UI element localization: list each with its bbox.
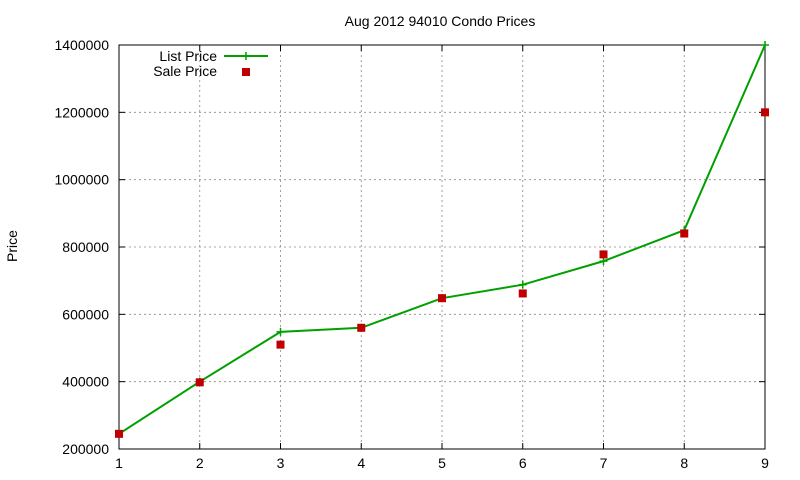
series-sale-price bbox=[115, 108, 769, 438]
sale-price-point bbox=[599, 250, 608, 259]
legend-label-sale-price: Sale Price bbox=[153, 63, 217, 79]
list-price-point bbox=[599, 257, 608, 266]
x-tick-label: 8 bbox=[680, 455, 688, 471]
x-tick-label: 3 bbox=[277, 455, 285, 471]
sale-price-point bbox=[195, 378, 204, 387]
x-tick-label: 5 bbox=[438, 455, 446, 471]
sale-price-point bbox=[357, 323, 366, 332]
plot-border bbox=[118, 44, 766, 450]
y-tick-label: 600000 bbox=[62, 306, 109, 322]
legend-sample-list-price bbox=[224, 52, 268, 60]
sale-price-point bbox=[115, 429, 123, 438]
legend-label-list-price: List Price bbox=[159, 48, 217, 64]
legend-sample-sale-price bbox=[242, 68, 250, 76]
legend-square-marker bbox=[242, 68, 250, 76]
series-layer bbox=[115, 41, 769, 438]
y-tick-label: 1000000 bbox=[54, 172, 109, 188]
sale-price-point bbox=[438, 294, 446, 303]
y-tick-label: 1400000 bbox=[54, 37, 109, 53]
x-tick-label: 7 bbox=[600, 455, 608, 471]
list-price-point bbox=[276, 327, 285, 336]
legend-plus-marker bbox=[242, 52, 250, 60]
grid bbox=[119, 45, 765, 449]
axis-ticks: 1 2 3 4 5 6 7 8 9 200000 400000 600000 800000 1000000… bbox=[54, 37, 769, 471]
sale-price-point bbox=[761, 108, 769, 117]
y-axis-label: Price bbox=[4, 230, 20, 262]
list-price-point bbox=[518, 280, 527, 289]
sale-price-point bbox=[276, 340, 285, 349]
y-tick-label: 1200000 bbox=[54, 104, 109, 120]
y-tick-label: 400000 bbox=[62, 374, 109, 390]
y-tick-label: 800000 bbox=[62, 239, 109, 255]
x-tick-label: 4 bbox=[357, 455, 365, 471]
list-price-point bbox=[761, 41, 769, 49]
sale-price-point bbox=[680, 229, 689, 238]
legend: List Price Sale Price bbox=[153, 48, 268, 79]
x-tick-label: 9 bbox=[761, 455, 769, 471]
y-tick-label: 200000 bbox=[62, 441, 109, 457]
x-tick-label: 6 bbox=[519, 455, 527, 471]
chart-title: Aug 2012 94010 Condo Prices bbox=[345, 13, 536, 29]
sale-price-point bbox=[518, 289, 527, 298]
x-tick-label: 2 bbox=[196, 455, 204, 471]
x-tick-label: 1 bbox=[115, 455, 123, 471]
